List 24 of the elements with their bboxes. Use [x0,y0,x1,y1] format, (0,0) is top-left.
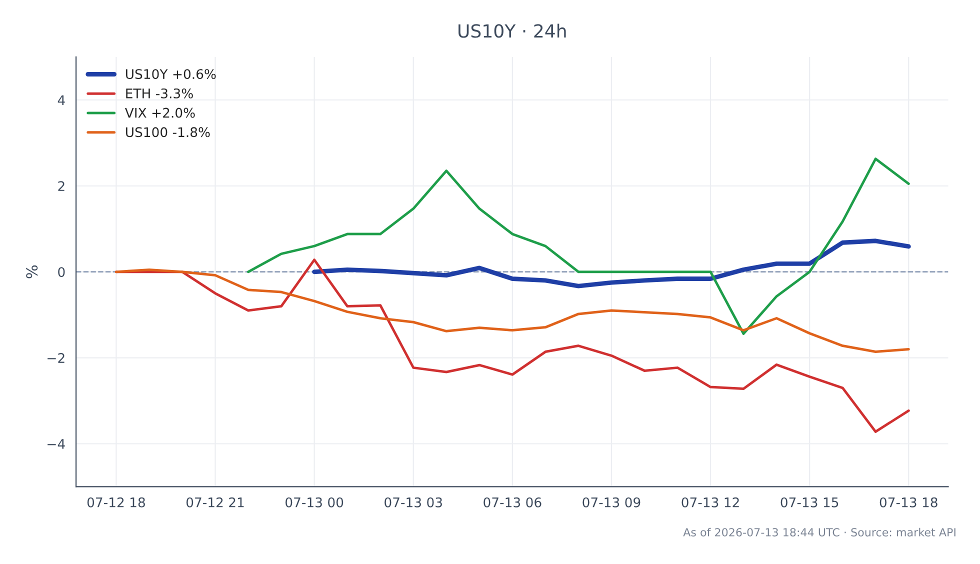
y-tick-label: −2 [48,353,64,363]
legend-label: VIX +2.0% [124,108,195,118]
line-series [312,238,911,288]
y-tick-label: −4 [48,439,65,449]
text: As of 2026-07-13 18:44 UTC · Source: market API [683,528,956,536]
x-tick-label: 07-13 03 [384,497,442,508]
y-tick-label: 0 [58,267,65,278]
legend-label: ETH -3.3% [126,88,193,98]
x-tick-label: 07-13 15 [780,497,838,508]
legend-label: US10Y +0.6% [126,69,216,80]
y-tick-label: 4 [58,95,65,105]
x-tick-label: 07-13 09 [582,497,640,508]
x-tick-label: 07-13 12 [682,497,739,508]
x-tick-label: 07-12 18 [87,497,145,508]
legend-label: US100 -1.8% [126,127,210,138]
x-tick-label: 07-13 18 [880,497,938,508]
y-tick-label: 2 [58,181,64,191]
x-tick-label: 07-13 06 [484,497,542,508]
chart-title: US10Y · 24h [458,24,566,38]
x-tick-label: 07-13 00 [286,497,344,508]
y-axis-title: % [26,265,38,278]
line-series [247,158,910,335]
x-tick-label: 07-12 21 [186,497,244,508]
line-series [114,268,910,354]
